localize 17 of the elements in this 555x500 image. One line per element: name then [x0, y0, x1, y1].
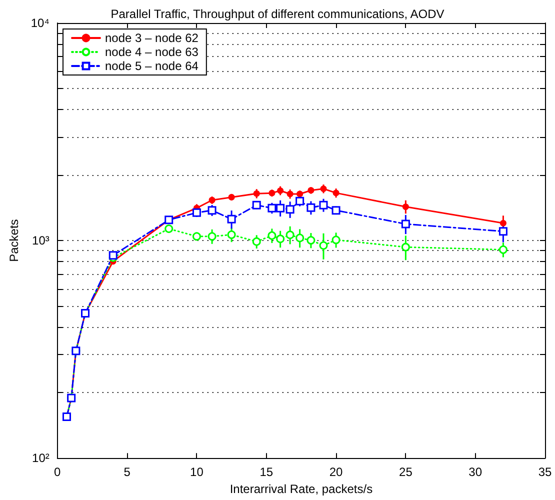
y-tick-label: 10²	[32, 451, 50, 466]
y-axis-title: Packets	[7, 219, 21, 262]
x-tick-label: 20	[329, 465, 344, 480]
x-tick-label: 15	[260, 465, 274, 480]
legend-label: node 4 – node 63	[105, 45, 199, 59]
chart-title: Parallel Traffic, Throughput of different communications, AODV	[110, 7, 444, 21]
x-tick-label: 10	[190, 465, 204, 480]
x-axis-title: Interarrival Rate, packets/s	[230, 482, 373, 496]
legend-label: node 5 – node 64	[105, 59, 199, 73]
y-tick-label: 10⁴	[30, 16, 50, 30]
x-tick-label: 0	[54, 465, 62, 480]
x-tick-label: 35	[538, 465, 552, 480]
y-tick-label: 10³	[32, 234, 50, 248]
legend-label: node 3 – node 62	[105, 31, 199, 45]
x-tick-label: 5	[124, 465, 131, 480]
x-tick-label: 25	[399, 465, 413, 480]
x-tick-label: 30	[468, 465, 482, 480]
